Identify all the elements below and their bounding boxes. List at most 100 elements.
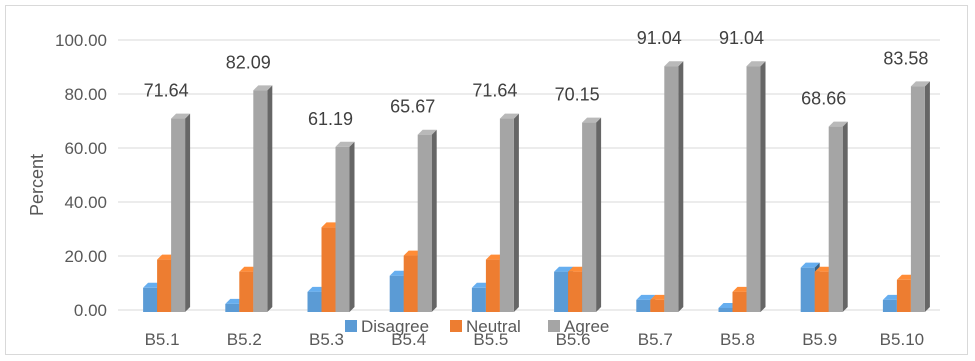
bar-front: [389, 275, 404, 312]
data-label: 71.64: [472, 81, 517, 101]
x-category-label: B5.4: [391, 330, 426, 349]
bar-agree-B5.8: [746, 61, 766, 312]
bar-front: [143, 287, 158, 312]
bar-side: [513, 113, 519, 313]
x-category-label: B5.5: [473, 330, 508, 349]
legend-item-neutral: Neutral: [450, 317, 521, 336]
legend-label: Neutral: [466, 317, 521, 336]
bar-front: [417, 134, 432, 312]
bar-front: [307, 291, 322, 312]
bar-front: [171, 118, 186, 313]
bar-top: [253, 85, 273, 91]
bar-front: [225, 303, 240, 312]
bar-front: [239, 271, 254, 312]
legend-swatch: [345, 320, 357, 332]
bar-front: [882, 299, 897, 312]
y-tick-label: 80.00: [64, 85, 107, 104]
bar-side: [842, 121, 848, 312]
bar-side: [678, 61, 684, 312]
x-category-label: B5.7: [638, 330, 673, 349]
y-tick-label: 0.00: [74, 301, 107, 320]
data-label: 65.67: [390, 97, 435, 117]
y-tick-label: 20.00: [64, 247, 107, 266]
bar-side: [431, 129, 437, 312]
bar-front: [335, 146, 350, 312]
x-category-label: B5.1: [145, 330, 180, 349]
bar-front: [568, 271, 583, 312]
bar-front: [650, 299, 665, 312]
bar-front: [554, 271, 569, 312]
data-label: 82.09: [226, 52, 271, 72]
bar-top: [335, 141, 355, 147]
bar-top: [417, 129, 437, 135]
bar-agree-B5.7: [664, 61, 684, 312]
y-axis-label: Percent: [27, 154, 47, 216]
data-label: 83.58: [883, 48, 928, 68]
x-axis-categories: B5.1 B5.2 B5.3 B5.4 B5.5 B5.6 B5.7 B5.8 B5.9 B5.1…: [145, 330, 925, 349]
bar-top: [554, 266, 574, 272]
bar-agree-B5.1: [171, 113, 191, 313]
bar-agree-B5.10: [910, 81, 930, 312]
x-category-label: B5.9: [802, 330, 837, 349]
legend-label: Disagree: [361, 317, 429, 336]
bar-top: [499, 113, 519, 119]
data-label: 68.66: [801, 89, 846, 109]
legend: Disagree Neutral Agree: [345, 317, 609, 336]
bars: [143, 61, 930, 313]
bar-top: [746, 61, 766, 67]
bar-agree-B5.4: [417, 129, 437, 312]
bar-top: [636, 294, 656, 300]
bar-top: [664, 61, 684, 67]
y-tick-label: 60.00: [64, 139, 107, 158]
bar-front: [664, 66, 679, 312]
bar-front: [485, 259, 500, 312]
bar-top: [910, 81, 930, 87]
data-label: 71.64: [144, 81, 189, 101]
x-category-label: B5.2: [227, 330, 262, 349]
bar-front: [582, 122, 597, 312]
y-tick-label: 40.00: [64, 193, 107, 212]
bar-top: [800, 262, 820, 268]
x-category-label: B5.6: [556, 330, 591, 349]
data-label: 70.15: [555, 85, 600, 105]
bar-agree-B5.9: [828, 121, 848, 312]
bar-front: [732, 291, 747, 312]
data-label: 91.04: [637, 28, 682, 48]
bar-agree-B5.3: [335, 141, 355, 312]
legend-swatch: [548, 320, 560, 332]
bar-side: [596, 117, 602, 312]
legend-item-disagree: Disagree: [345, 317, 429, 336]
bar-front: [814, 271, 829, 312]
bar-front: [321, 227, 336, 312]
legend-label: Agree: [564, 317, 609, 336]
bar-side: [760, 61, 766, 312]
x-category-label: B5.3: [309, 330, 344, 349]
bar-front: [718, 307, 733, 312]
bar-front: [403, 255, 418, 312]
bar-agree-B5.5: [499, 113, 519, 313]
bar-top: [171, 113, 191, 119]
x-category-label: B5.10: [880, 330, 924, 349]
bar-front: [828, 126, 843, 312]
data-labels: 71.64 82.09 61.19 65.67 71.64 70.15 91.04 91.04…: [144, 28, 929, 129]
bar-front: [800, 267, 815, 312]
bar-front: [896, 279, 911, 312]
data-label: 61.19: [308, 109, 353, 129]
bar-front: [253, 90, 268, 313]
bar-top: [582, 117, 602, 123]
bar-front: [636, 299, 651, 312]
bar-front: [746, 66, 761, 312]
data-label: 91.04: [719, 28, 764, 48]
bar-front: [157, 259, 172, 312]
y-axis-ticks: 0.00 20.00 40.00 60.00 80.00 100.00: [55, 31, 107, 320]
y-tick-label: 100.00: [55, 31, 107, 50]
x-category-label: B5.8: [720, 330, 755, 349]
bar-agree-B5.6: [582, 117, 602, 312]
bar-agree-B5.2: [253, 85, 273, 313]
bar-front: [910, 86, 925, 312]
bar-top: [828, 121, 848, 127]
bar-side: [349, 141, 355, 312]
legend-swatch: [450, 320, 462, 332]
bar-side: [185, 113, 191, 313]
